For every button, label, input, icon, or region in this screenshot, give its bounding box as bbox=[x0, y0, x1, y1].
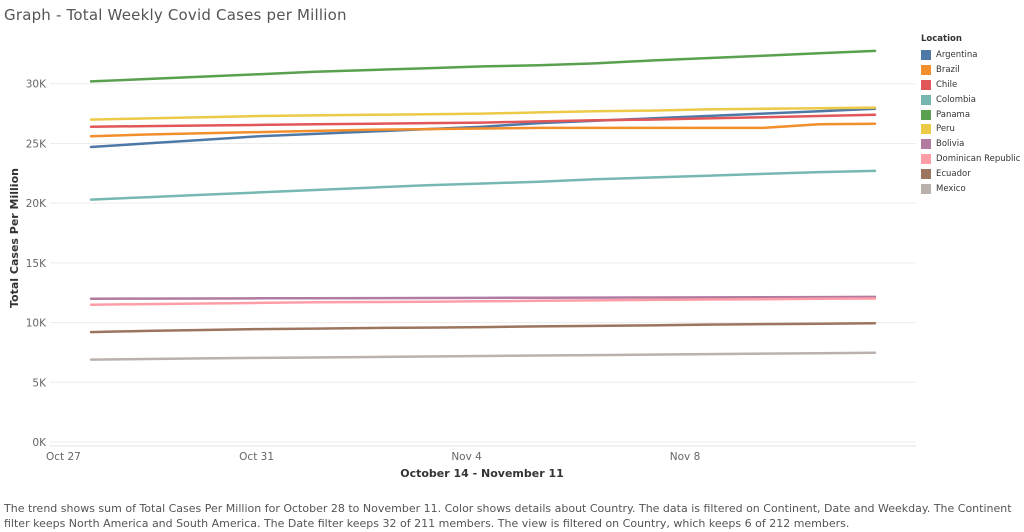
legend-item-bolivia[interactable]: Bolivia bbox=[921, 137, 1021, 152]
series-line-bolivia bbox=[89, 295, 877, 300]
legend-label: Dominican Republic bbox=[936, 153, 1021, 164]
chart-title: Graph - Total Weekly Covid Cases per Mil… bbox=[4, 6, 347, 24]
series-line-chile bbox=[89, 113, 877, 128]
legend-swatch bbox=[921, 65, 931, 76]
y-axis-label: Total Cases Per Million bbox=[8, 168, 21, 308]
legend-swatch bbox=[921, 168, 931, 179]
y-tick-label: 15K bbox=[26, 258, 47, 270]
legend-swatch bbox=[921, 153, 931, 164]
legend-item-colombia[interactable]: Colombia bbox=[921, 92, 1021, 107]
legend: Location Argentina Brazil Chile Colombia Pan… bbox=[921, 34, 1021, 196]
series-line-mexico bbox=[89, 351, 877, 361]
legend-label: Colombia bbox=[936, 94, 976, 105]
y-tick-label: 5K bbox=[32, 377, 47, 389]
legend-swatch bbox=[921, 50, 931, 61]
legend-swatch bbox=[921, 124, 931, 135]
legend-label: Peru bbox=[936, 124, 955, 135]
series-line-peru bbox=[89, 106, 877, 121]
y-tick-label: 0K bbox=[32, 437, 47, 449]
series-line-brazil bbox=[89, 122, 877, 138]
legend-item-brazil[interactable]: Brazil bbox=[921, 63, 1021, 78]
legend-swatch bbox=[921, 94, 931, 105]
legend-swatch bbox=[921, 109, 931, 120]
series-line-argentina bbox=[89, 107, 877, 149]
y-axis-ticks: 0K 5K 10K 15K 20K 25K 30K bbox=[26, 79, 47, 449]
y-tick-label: 20K bbox=[26, 198, 47, 210]
legend-item-panama[interactable]: Panama bbox=[921, 107, 1021, 122]
x-tick-label: Oct 27 bbox=[46, 451, 81, 463]
legend-item-chile[interactable]: Chile bbox=[921, 78, 1021, 93]
legend-title: Location bbox=[921, 34, 962, 44]
y-tick-label: 10K bbox=[26, 318, 47, 330]
chart-caption: The trend shows sum of Total Cases Per M… bbox=[4, 502, 1012, 530]
series-line-ecuador bbox=[89, 322, 877, 334]
legend-items: Argentina Brazil Chile Colombia Panama Peru Bo… bbox=[921, 48, 1021, 196]
gridlines bbox=[50, 83, 916, 447]
series-lines bbox=[89, 49, 877, 361]
x-axis-label: October 14 - November 11 bbox=[400, 467, 564, 480]
x-tick-label: Oct 31 bbox=[239, 451, 274, 463]
legend-item-dominican-republic[interactable]: Dominican Republic bbox=[921, 152, 1021, 167]
legend-item-mexico[interactable]: Mexico bbox=[921, 181, 1021, 196]
x-tick-label: Nov 8 bbox=[670, 451, 701, 463]
legend-swatch bbox=[921, 79, 931, 90]
legend-swatch bbox=[921, 139, 931, 150]
legend-swatch bbox=[921, 183, 931, 194]
legend-label: Bolivia bbox=[936, 139, 965, 150]
legend-item-ecuador[interactable]: Ecuador bbox=[921, 166, 1021, 181]
legend-item-peru[interactable]: Peru bbox=[921, 122, 1021, 137]
x-tick-label: Nov 4 bbox=[451, 451, 482, 463]
series-line-colombia bbox=[89, 169, 877, 201]
x-axis-ticks: Oct 27 Oct 31 Nov 4 Nov 8 bbox=[46, 451, 700, 463]
series-line-panama bbox=[89, 49, 877, 83]
legend-label: Argentina bbox=[936, 50, 978, 61]
legend-label: Brazil bbox=[936, 65, 960, 76]
legend-label: Chile bbox=[936, 79, 958, 90]
y-tick-label: 25K bbox=[26, 138, 47, 150]
series-line-dominican-republic bbox=[89, 297, 877, 306]
legend-label: Ecuador bbox=[936, 168, 971, 179]
y-tick-label: 30K bbox=[26, 79, 47, 91]
legend-label: Mexico bbox=[936, 183, 966, 194]
legend-item-argentina[interactable]: Argentina bbox=[921, 48, 1021, 63]
legend-label: Panama bbox=[936, 109, 971, 120]
